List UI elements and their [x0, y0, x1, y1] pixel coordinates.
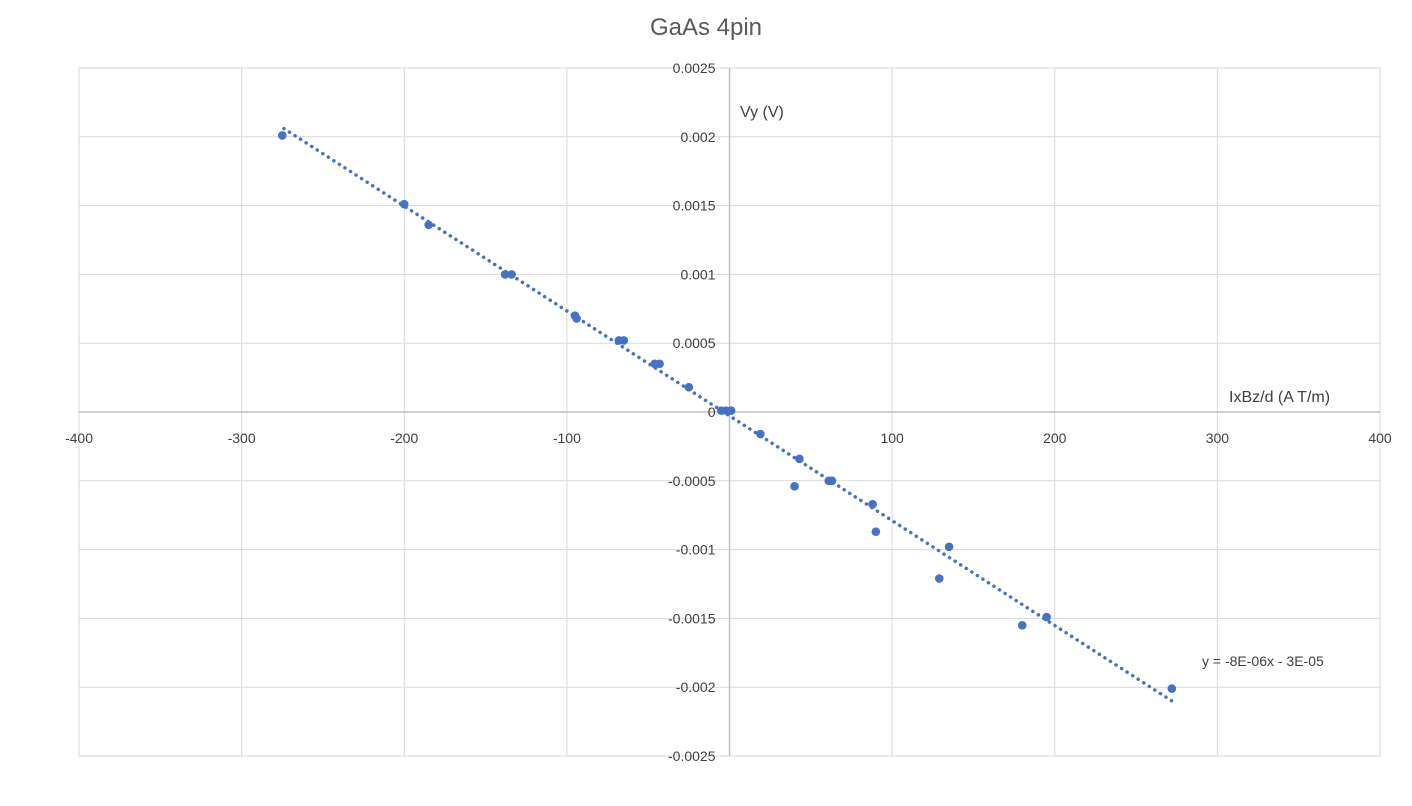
x-axis-label: IxBz/d (A T/m) — [1229, 389, 1330, 406]
y-tick-label: 0.0005 — [673, 335, 716, 351]
y-tick-label: 0 — [708, 404, 716, 420]
data-point — [500, 270, 510, 279]
data-point — [572, 314, 581, 323]
data-point — [399, 199, 409, 209]
x-tick-label: -100 — [553, 430, 581, 446]
data-point — [795, 454, 804, 464]
data-point — [1167, 684, 1177, 693]
y-tick-label: 0.0015 — [673, 198, 716, 214]
trendline-layer — [282, 126, 1174, 703]
data-point — [1017, 620, 1027, 630]
data-point — [277, 131, 287, 140]
data-point — [944, 542, 954, 552]
y-tick-label: -0.0015 — [668, 610, 716, 626]
data-point — [790, 482, 799, 491]
chart-title: GaAs 4pin — [650, 14, 762, 41]
data-point — [655, 359, 664, 369]
data-point — [756, 429, 765, 439]
x-tick-label: -300 — [228, 430, 256, 446]
tick-labels: 0.0025 0.002 0.0015 0.001 0.0005 0 -0.0005 -0.0… — [65, 60, 1392, 764]
data-point — [827, 476, 837, 486]
y-axis-label: Vy (V) — [740, 104, 784, 121]
y-tick-label: -0.001 — [676, 542, 716, 558]
x-tick-label: 400 — [1368, 430, 1392, 446]
data-point — [868, 499, 877, 509]
trendline-equation: y = -8E-06x - 3E-05 — [1202, 653, 1324, 669]
y-tick-label: -0.0025 — [668, 748, 716, 764]
x-tick-label: 300 — [1206, 430, 1230, 446]
data-point — [934, 574, 944, 583]
y-tick-label: 0.002 — [680, 129, 715, 145]
x-tick-label: -200 — [390, 430, 418, 446]
y-tick-label: 0.0025 — [673, 60, 716, 76]
data-point — [871, 527, 881, 537]
y-tick-label: 0.001 — [680, 266, 715, 282]
data-point — [619, 336, 629, 345]
data-point — [684, 382, 694, 392]
data-point — [1042, 612, 1051, 622]
data-point — [507, 270, 516, 279]
y-tick-label: -0.0005 — [668, 473, 716, 489]
y-tick-label: -0.002 — [676, 679, 716, 695]
data-point — [424, 220, 433, 230]
x-tick-label: 200 — [1043, 430, 1067, 446]
trendline — [282, 126, 1174, 703]
data-points — [277, 131, 1177, 693]
x-tick-label: -400 — [65, 430, 93, 446]
x-tick-label: 100 — [880, 430, 904, 446]
data-point — [726, 406, 736, 415]
